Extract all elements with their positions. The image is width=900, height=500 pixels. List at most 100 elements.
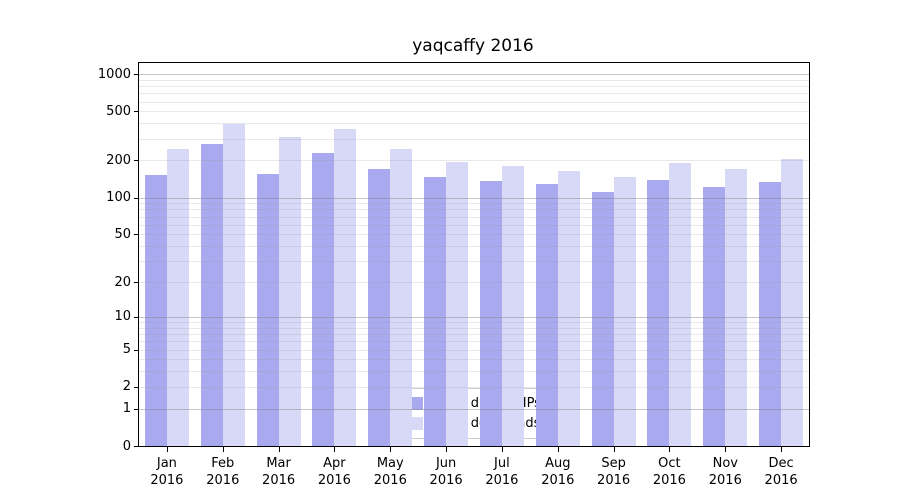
x-tick-mark	[613, 447, 615, 452]
y-tick-label: 0	[122, 438, 131, 454]
y-tick-label: 50	[114, 226, 131, 242]
x-tick-year: 2016	[373, 473, 407, 488]
bar-downloads	[613, 176, 636, 446]
plot-area: Nb of distinct IPs Nb of downloads 01251…	[98, 62, 810, 488]
y-tick-label: 2	[122, 379, 131, 395]
x-tick-label: Mar 2016	[251, 455, 307, 489]
x-tick-month: Jul	[494, 456, 510, 471]
x-tick-mark	[781, 447, 783, 452]
bar-downloads	[557, 170, 580, 446]
x-tick-mark	[669, 447, 671, 452]
y-grid-minor	[139, 386, 809, 388]
bar-distinct-ips	[424, 176, 447, 446]
x-tick-label: Dec 2016	[753, 455, 809, 489]
x-tick-mark	[725, 447, 727, 452]
x-tick-mark	[166, 447, 168, 452]
bar-distinct-ips	[647, 179, 670, 446]
y-grid-minor	[139, 322, 809, 323]
y-tick-label: 500	[106, 103, 131, 119]
x-tick-label: Oct 2016	[641, 455, 697, 489]
x-tick-label: Sep 2016	[586, 455, 642, 489]
x-tick-year: 2016	[541, 473, 575, 488]
x-tick-year: 2016	[150, 473, 184, 488]
y-grid-minor	[139, 123, 809, 125]
y-tick-label: 20	[114, 274, 131, 290]
y-tick-mark	[134, 349, 139, 351]
bar-downloads	[222, 123, 245, 446]
bar-downloads	[781, 159, 804, 446]
y-grid-minor	[139, 86, 809, 87]
x-tick-month: Aug	[545, 456, 571, 471]
y-grid-minor	[139, 246, 809, 247]
y-grid-minor	[139, 160, 809, 162]
x-tick-label: Nov 2016	[697, 455, 753, 489]
chart-title: yaqcaffy 2016	[412, 36, 534, 56]
y-tick-mark	[134, 74, 139, 75]
y-grid-minor	[139, 93, 809, 95]
y-tick-label: 5	[122, 342, 131, 357]
x-tick-mark	[222, 447, 224, 452]
x-tick-month: Dec	[768, 456, 794, 471]
x-tick-year: 2016	[708, 473, 742, 488]
bar-downloads	[278, 136, 301, 446]
x-tick-label: Aug 2016	[530, 455, 586, 489]
y-tick-label: 10	[114, 309, 131, 325]
x-tick-month: Oct	[658, 456, 681, 471]
y-grid-minor	[139, 334, 809, 335]
y-grid-minor	[139, 111, 809, 113]
y-tick-label: 1	[122, 401, 131, 417]
y-grid-minor	[139, 216, 809, 218]
x-tick-mark	[446, 447, 448, 452]
x-tick-mark	[334, 447, 336, 452]
y-tick-label: 200	[106, 152, 131, 168]
x-tick-year: 2016	[262, 473, 296, 488]
y-grid-major	[139, 408, 809, 410]
bar-distinct-ips	[479, 181, 502, 446]
bar-distinct-ips	[535, 183, 558, 446]
y-grid-minor	[139, 224, 809, 226]
y-grid-minor	[139, 79, 809, 81]
y-tick-mark	[134, 111, 139, 113]
x-tick-year: 2016	[597, 473, 631, 488]
y-grid-minor	[139, 371, 809, 373]
x-tick-year: 2016	[764, 473, 798, 488]
y-grid-minor	[139, 261, 809, 263]
x-tick-month: Feb	[211, 456, 235, 471]
x-tick-mark	[557, 447, 559, 452]
y-grid-minor	[139, 209, 809, 211]
x-tick-month: Jan	[156, 456, 177, 471]
bar-downloads	[669, 163, 692, 446]
y-grid-minor	[139, 349, 809, 351]
y-grid-minor	[139, 359, 809, 361]
x-tick-year: 2016	[429, 473, 463, 488]
bar-downloads	[390, 149, 413, 446]
bar-distinct-ips	[312, 153, 335, 446]
y-grid-minor	[139, 341, 809, 343]
y-grid-minor	[139, 101, 809, 103]
y-tick-mark	[134, 316, 139, 318]
bar-downloads	[166, 148, 189, 446]
bar-distinct-ips	[144, 175, 167, 446]
x-tick-month: May	[376, 456, 404, 471]
x-tick-month: Mar	[266, 456, 291, 471]
y-grid-major	[139, 316, 809, 318]
x-tick-month: Nov	[712, 456, 738, 471]
bar-distinct-ips	[759, 181, 782, 446]
x-tick-month: Sep	[601, 456, 626, 471]
bar-downloads	[446, 161, 469, 446]
y-tick-mark	[134, 160, 139, 162]
y-grid-minor	[139, 234, 809, 236]
x-tick-mark	[390, 447, 392, 452]
x-tick-label: Feb 2016	[195, 455, 251, 489]
y-tick-mark	[134, 234, 139, 236]
bar-downloads	[501, 165, 524, 446]
y-tick-mark	[134, 197, 139, 199]
x-tick-mark	[278, 447, 280, 452]
x-tick-year: 2016	[317, 473, 351, 488]
x-tick-label: Jul 2016	[474, 455, 530, 489]
x-tick-label: May 2016	[362, 455, 418, 489]
y-grid-minor	[139, 138, 809, 140]
x-tick-label: Jun 2016	[418, 455, 474, 489]
x-tick-year: 2016	[206, 473, 240, 488]
